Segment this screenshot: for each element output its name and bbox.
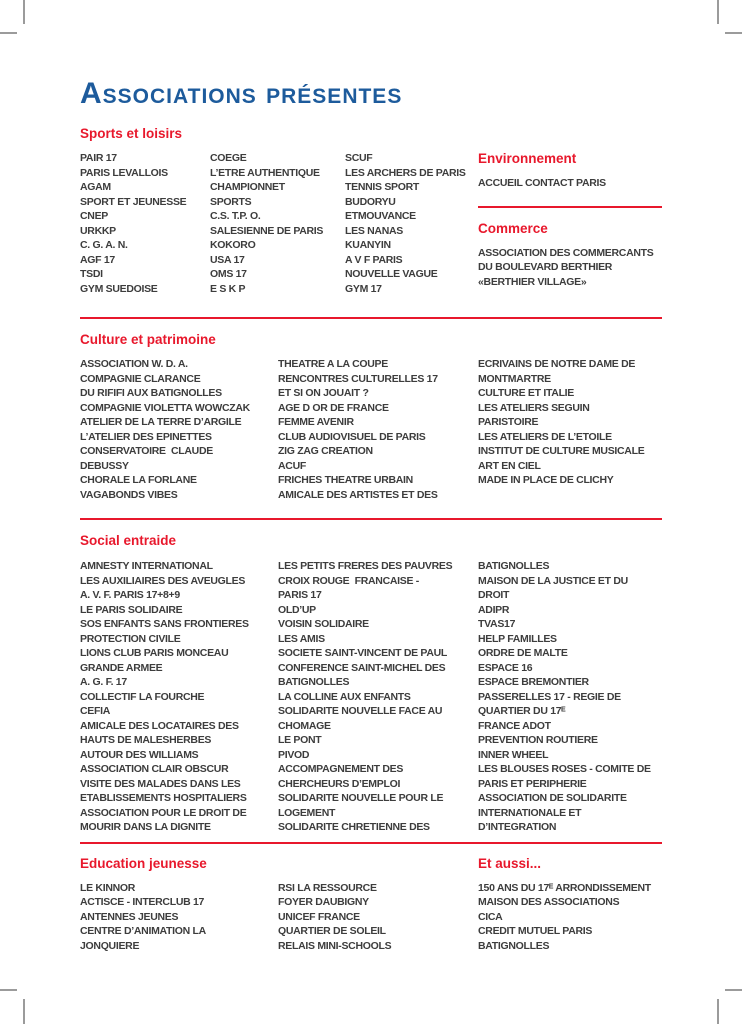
education-section: LE KINNOR ACTISCE - INTERCLUB 17 ANTENNE… xyxy=(80,881,662,954)
section-divider-3 xyxy=(80,841,662,844)
social-section: AMNESTY INTERNATIONAL LES AUXILIAIRES DE… xyxy=(80,559,662,835)
commerce-list: ASSOCIATION DES COMMERCANTS DU BOULEVARD… xyxy=(478,246,654,288)
education-heading-row: Education jeunesse Et aussi... xyxy=(80,856,662,872)
crop-mark-bottom-left-vertical xyxy=(23,999,25,1024)
sports-section: PAIR 17 PARIS LEVALLOIS AGAM SPORT ET JE… xyxy=(80,151,662,296)
crop-mark-top-left-vertical xyxy=(23,0,25,24)
social-column-2: LES PETITS FRERES DES PAUVRES CROIX ROUG… xyxy=(278,560,453,833)
social-column-3: BATIGNOLLES MAISON DE LA JUSTICE ET DU D… xyxy=(478,560,651,833)
sports-column-2: COEGE L’ETRE AUTHENTIQUE CHAMPIONNET SPO… xyxy=(210,152,324,295)
culture-section: ASSOCIATION W. D. A. COMPAGNIE CLARANCE … xyxy=(80,357,662,502)
section-heading-social: Social entraide xyxy=(80,533,177,548)
document-page: Associations présentes Sports et loisirs… xyxy=(80,78,662,953)
culture-column-2: THEATRE A LA COUPE RENCONTRES CULTURELLE… xyxy=(278,358,438,501)
right-side-column: Environnement ACCUEIL CONTACT PARIS Comm… xyxy=(478,151,662,296)
section-divider-side xyxy=(478,205,662,208)
section-heading-environnement: Environnement xyxy=(478,151,577,166)
crop-mark-top-left-horizontal xyxy=(0,32,17,34)
section-divider-1 xyxy=(80,317,662,319)
environnement-list: ACCUEIL CONTACT PARIS xyxy=(478,177,606,189)
culture-column-3: ECRIVAINS DE NOTRE DAME DE MONTMARTRE CU… xyxy=(478,358,645,486)
page-title: Associations présentes xyxy=(80,77,403,110)
section-heading-education: Education jeunesse xyxy=(80,855,207,871)
section-heading-culture: Culture et patrimoine xyxy=(80,332,216,347)
culture-column-1: ASSOCIATION W. D. A. COMPAGNIE CLARANCE … xyxy=(80,358,250,501)
education-column-1: LE KINNOR ACTISCE - INTERCLUB 17 ANTENNE… xyxy=(80,881,206,952)
crop-mark-top-right-vertical xyxy=(717,0,719,24)
etaussi-list: 150 ANS DU 17ᴱ ARRONDISSEMENT MAISON DES… xyxy=(478,881,651,952)
sports-column-3: SCUF LES ARCHERS DE PARIS TENNIS SPORT B… xyxy=(345,152,466,295)
crop-mark-bottom-right-horizontal xyxy=(725,989,742,991)
crop-mark-bottom-left-horizontal xyxy=(0,989,17,991)
education-column-2: RSI LA RESSOURCE FOYER DAUBIGNY UNICEF F… xyxy=(278,881,392,952)
section-heading-etaussi: Et aussi... xyxy=(478,855,542,871)
section-heading-commerce: Commerce xyxy=(478,220,548,236)
crop-mark-top-right-horizontal xyxy=(725,32,742,34)
social-column-1: AMNESTY INTERNATIONAL LES AUXILIAIRES DE… xyxy=(80,560,249,833)
sports-column-1: PAIR 17 PARIS LEVALLOIS AGAM SPORT ET JE… xyxy=(80,152,187,295)
section-heading-sports: Sports et loisirs xyxy=(80,126,183,141)
section-divider-2 xyxy=(80,518,662,520)
crop-mark-bottom-right-vertical xyxy=(717,999,719,1024)
